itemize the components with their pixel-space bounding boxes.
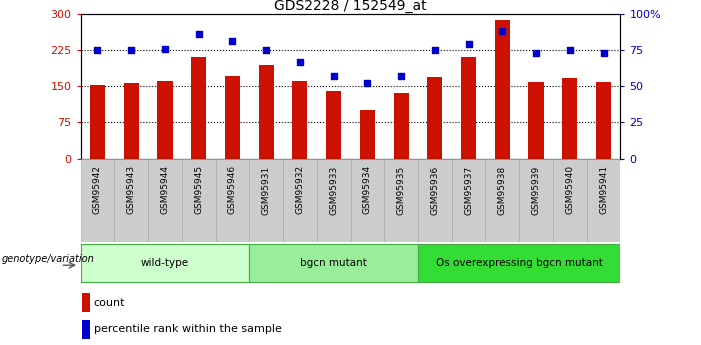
Text: GSM95938: GSM95938 <box>498 165 507 215</box>
Text: GSM95935: GSM95935 <box>397 165 406 215</box>
Bar <box>427 77 442 159</box>
Point <box>463 41 474 47</box>
Point <box>261 47 272 53</box>
Text: count: count <box>93 297 125 307</box>
Bar <box>216 159 250 242</box>
Bar <box>250 159 283 242</box>
Bar <box>182 159 216 242</box>
Bar <box>292 81 308 159</box>
Text: wild-type: wild-type <box>141 258 189 268</box>
Point <box>395 73 407 79</box>
Point <box>159 46 170 51</box>
Text: GSM95945: GSM95945 <box>194 165 203 215</box>
Bar <box>360 110 375 159</box>
Bar <box>587 159 620 242</box>
Bar <box>418 244 620 283</box>
Bar <box>90 85 105 159</box>
Text: GSM95940: GSM95940 <box>565 165 574 215</box>
Text: genotype/variation: genotype/variation <box>1 254 95 264</box>
Text: GSM95942: GSM95942 <box>93 165 102 214</box>
Text: bgcn mutant: bgcn mutant <box>300 258 367 268</box>
Bar <box>225 76 240 159</box>
Bar <box>485 159 519 242</box>
Bar <box>82 320 90 339</box>
Point <box>497 28 508 34</box>
Bar <box>123 83 139 159</box>
Point <box>227 39 238 44</box>
Bar <box>393 93 409 159</box>
Point <box>531 50 542 56</box>
Bar <box>283 159 317 242</box>
Bar <box>350 159 384 242</box>
Bar <box>148 159 182 242</box>
Bar <box>562 78 578 159</box>
Bar <box>451 159 485 242</box>
Point <box>564 47 576 53</box>
Bar <box>157 81 172 159</box>
Point <box>125 47 137 53</box>
Text: GSM95943: GSM95943 <box>127 165 136 215</box>
Bar <box>418 159 451 242</box>
Point <box>294 59 306 65</box>
Text: GSM95944: GSM95944 <box>161 165 170 214</box>
Text: GSM95939: GSM95939 <box>531 165 540 215</box>
Text: GSM95941: GSM95941 <box>599 165 608 215</box>
Point <box>193 31 204 37</box>
Text: GSM95936: GSM95936 <box>430 165 440 215</box>
Point <box>598 50 609 56</box>
Bar <box>519 159 553 242</box>
Text: Os overexpressing bgcn mutant: Os overexpressing bgcn mutant <box>436 258 603 268</box>
Point <box>429 47 440 53</box>
Text: GSM95946: GSM95946 <box>228 165 237 215</box>
Bar <box>81 244 250 283</box>
Bar <box>317 159 350 242</box>
Bar <box>114 159 148 242</box>
Text: GSM95931: GSM95931 <box>261 165 271 215</box>
Bar <box>495 20 510 159</box>
Text: GSM95933: GSM95933 <box>329 165 338 215</box>
Bar <box>326 91 341 159</box>
Bar <box>250 244 418 283</box>
Bar <box>81 159 114 242</box>
Point <box>92 47 103 53</box>
Bar <box>461 57 476 159</box>
Bar <box>191 57 206 159</box>
Title: GDS2228 / 152549_at: GDS2228 / 152549_at <box>274 0 427 13</box>
Text: GSM95937: GSM95937 <box>464 165 473 215</box>
Point <box>362 81 373 86</box>
Text: GSM95932: GSM95932 <box>295 165 304 215</box>
Bar <box>553 159 587 242</box>
Text: percentile rank within the sample: percentile rank within the sample <box>93 324 281 334</box>
Bar <box>259 65 274 159</box>
Point <box>328 73 339 79</box>
Bar <box>596 82 611 159</box>
Bar <box>82 293 90 312</box>
Bar <box>384 159 418 242</box>
Bar <box>529 82 544 159</box>
Text: GSM95934: GSM95934 <box>363 165 372 215</box>
